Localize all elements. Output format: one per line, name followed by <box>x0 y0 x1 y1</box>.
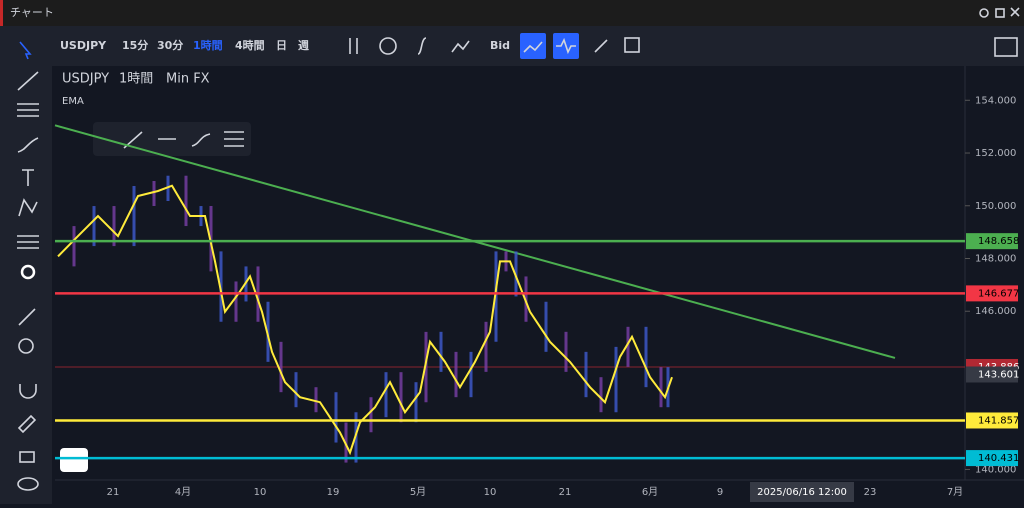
interval[interactable]: 4時間 <box>235 38 265 52</box>
btn[interactable] <box>520 33 546 59</box>
price-label: 154.000 <box>975 95 1016 106</box>
legend-indicator: EMA <box>62 96 84 107</box>
ema-line <box>57 184 673 456</box>
time-label: 5月 <box>410 486 426 498</box>
level-tag <box>966 412 1018 429</box>
cursor-tag <box>750 482 854 502</box>
price-label: 150.000 <box>975 201 1016 212</box>
accent <box>0 0 3 26</box>
price-label: 148.000 <box>975 253 1016 264</box>
time-label: 10 <box>484 487 497 498</box>
time-label: 21 <box>107 487 120 498</box>
interval[interactable]: 15分 <box>122 38 148 52</box>
time-label: 19 <box>327 487 340 498</box>
window-buttons[interactable] <box>979 7 1020 18</box>
title-bar <box>0 0 1024 26</box>
level-tag <box>966 285 1018 302</box>
window-title: チャート <box>10 6 54 19</box>
cursor-label: 2025/06/16 12:00 <box>757 487 847 498</box>
legend-source: Min FX <box>166 72 210 87</box>
level-label: 141.857 <box>978 415 1019 426</box>
level-tag <box>966 233 1018 250</box>
price-label: 152.000 <box>975 148 1016 159</box>
time-label: 7月 <box>947 486 963 498</box>
left-tools[interactable] <box>17 41 39 491</box>
symbol[interactable]: USDJPY <box>60 39 107 52</box>
logo <box>60 448 88 472</box>
time-label: 23 <box>864 487 877 498</box>
price-label: 146.000 <box>975 306 1016 317</box>
price-side[interactable]: Bid <box>490 39 510 52</box>
time-label: 10 <box>254 487 267 498</box>
legend-symbol: USDJPY <box>62 72 109 87</box>
current-label: 143.601 <box>978 369 1019 380</box>
toolbar-icons[interactable] <box>349 37 1018 57</box>
level-label: 140.431 <box>978 453 1019 464</box>
time-label: 21 <box>559 487 572 498</box>
current-tag <box>966 366 1018 383</box>
interval[interactable]: 1時間 <box>193 38 223 52</box>
interval[interactable]: 日 <box>276 39 287 52</box>
time-label: 6月 <box>642 486 658 498</box>
legend-interval: 1時間 <box>119 72 153 87</box>
time-label: 4月 <box>175 486 191 498</box>
level-label: 146.677 <box>978 288 1019 299</box>
price-label: 140.000 <box>975 464 1016 475</box>
time-label: 9 <box>717 487 723 498</box>
level-tag <box>966 450 1018 467</box>
left-toolbar <box>0 26 52 504</box>
interval[interactable]: 30分 <box>157 38 183 52</box>
interval[interactable]: 週 <box>298 38 309 52</box>
level-label: 148.658 <box>978 236 1019 247</box>
